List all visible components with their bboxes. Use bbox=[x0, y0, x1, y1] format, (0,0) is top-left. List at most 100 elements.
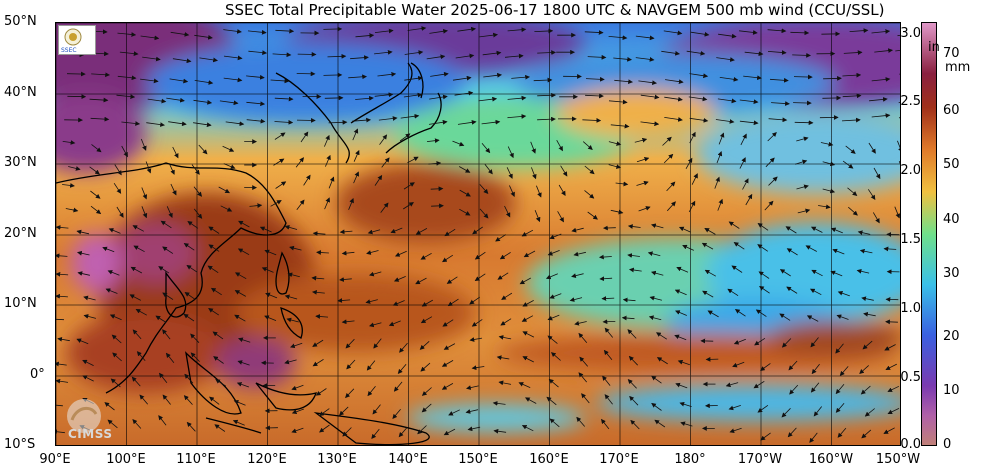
wind-arrow bbox=[793, 100, 812, 106]
wind-arrow bbox=[214, 424, 226, 432]
wind-arrow bbox=[390, 227, 403, 234]
wind-arrow bbox=[367, 385, 376, 397]
wind-arrow bbox=[57, 336, 70, 342]
wind-arrow bbox=[883, 427, 895, 434]
cimss-logo bbox=[67, 399, 101, 433]
wind-arrow bbox=[193, 186, 202, 197]
wind-arrow bbox=[599, 254, 612, 260]
wind-arrow bbox=[728, 405, 741, 411]
wind-arrow bbox=[507, 146, 514, 159]
wind-arrow bbox=[715, 119, 735, 124]
wind-arrow bbox=[627, 253, 640, 258]
wind-arrow bbox=[264, 315, 277, 321]
wind-arrow bbox=[220, 205, 233, 212]
wind-arrow bbox=[636, 180, 649, 186]
wind-arrow bbox=[584, 165, 595, 175]
colorbar-unit-mm: mm bbox=[945, 60, 971, 75]
wind-arrow bbox=[198, 144, 208, 155]
wind-arrow bbox=[667, 201, 676, 212]
wind-arrow bbox=[839, 366, 849, 377]
wind-arrow bbox=[861, 429, 872, 439]
wind-arrow bbox=[264, 249, 277, 256]
wind-arrow bbox=[613, 56, 632, 62]
wind-arrow bbox=[794, 120, 814, 126]
wind-arrow bbox=[442, 254, 454, 263]
wind-arrow bbox=[743, 75, 762, 81]
wind-arrow bbox=[719, 76, 739, 82]
lon-label-100e: 100°E bbox=[106, 452, 146, 467]
wind-arrow bbox=[183, 243, 195, 251]
wind-arrow bbox=[547, 314, 560, 321]
wind-arrow bbox=[629, 267, 642, 273]
wind-arrow bbox=[170, 31, 190, 37]
wind-arrow bbox=[315, 314, 329, 319]
wind-arrow bbox=[584, 30, 604, 35]
wind-arrow bbox=[65, 207, 79, 213]
wind-arrow bbox=[755, 309, 767, 317]
wind-arrow bbox=[441, 383, 454, 390]
mm-tick-60: 60 bbox=[943, 103, 960, 118]
wind-arrow bbox=[372, 404, 381, 415]
wind-arrow bbox=[587, 211, 598, 220]
wind-arrow bbox=[585, 93, 604, 99]
lon-label-150w: 150°W bbox=[875, 452, 921, 467]
wind-arrow bbox=[787, 427, 797, 438]
wind-arrow bbox=[665, 79, 684, 84]
wind-arrow bbox=[661, 50, 680, 56]
wind-arrow bbox=[290, 342, 303, 349]
wind-arrow bbox=[704, 228, 716, 235]
in-tick-1-5: 1.5 bbox=[900, 232, 921, 247]
wind-arrow bbox=[765, 157, 775, 168]
wind-arrow bbox=[132, 329, 142, 340]
wind-arrow bbox=[339, 229, 353, 235]
wind-arrow bbox=[733, 242, 745, 250]
wind-arrow bbox=[868, 142, 876, 154]
wind-arrow bbox=[856, 268, 870, 274]
wind-arrow bbox=[504, 53, 524, 59]
wind-arrow bbox=[604, 394, 613, 405]
wind-arrow bbox=[341, 250, 355, 256]
wind-arrow bbox=[83, 314, 97, 319]
wind-arrow bbox=[794, 159, 808, 165]
wind-arrow bbox=[663, 30, 683, 36]
wind-arrow bbox=[160, 220, 172, 229]
wind-arrow bbox=[682, 244, 694, 251]
wind-arrow bbox=[498, 380, 512, 386]
wind-arrow bbox=[767, 50, 787, 55]
wind-arrow bbox=[107, 419, 118, 429]
wind-arrow bbox=[627, 329, 637, 339]
wind-arrow bbox=[397, 364, 407, 375]
wind-arrow bbox=[871, 77, 891, 82]
wind-arrow bbox=[717, 198, 723, 211]
wind-arrow bbox=[627, 379, 637, 389]
wind-arrow bbox=[569, 297, 583, 302]
wind-arrow bbox=[366, 250, 379, 255]
wind-arrow bbox=[768, 117, 788, 123]
wind-arrow bbox=[495, 234, 507, 242]
wind-arrow bbox=[119, 51, 139, 56]
wind-arrow bbox=[635, 57, 655, 62]
wind-arrow bbox=[238, 337, 251, 343]
wind-arrow bbox=[429, 28, 448, 34]
wind-arrow bbox=[482, 50, 502, 56]
wind-arrow bbox=[547, 250, 560, 256]
wind-arrow bbox=[337, 298, 351, 303]
lat-label-20n: 20°N bbox=[4, 226, 37, 241]
wind-arrow bbox=[421, 299, 433, 307]
wind-arrow bbox=[849, 28, 869, 33]
wind-arrow bbox=[421, 403, 432, 413]
wind-arrow bbox=[806, 315, 819, 322]
wind-arrow bbox=[733, 338, 746, 345]
wind-arrow bbox=[813, 406, 823, 417]
wind-arrow bbox=[275, 28, 295, 34]
wind-arrow bbox=[352, 117, 371, 123]
wind-arrow bbox=[323, 72, 343, 78]
wind-arrow bbox=[162, 329, 171, 340]
precipitable-water-map bbox=[55, 22, 901, 446]
wind-arrow bbox=[261, 267, 274, 273]
wind-arrow bbox=[190, 333, 200, 343]
wind-arrow bbox=[635, 35, 655, 41]
wind-arrow bbox=[731, 265, 743, 273]
in-tick-3-0: 3.0 bbox=[900, 26, 921, 41]
wind-arrow bbox=[768, 176, 778, 186]
